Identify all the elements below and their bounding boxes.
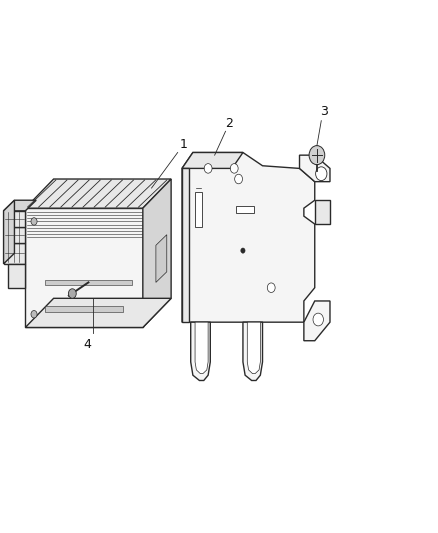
Polygon shape (182, 152, 315, 322)
Text: 3: 3 (321, 105, 328, 118)
Polygon shape (4, 200, 36, 211)
Polygon shape (182, 152, 243, 168)
Circle shape (230, 164, 238, 173)
Polygon shape (304, 301, 330, 341)
Text: 2: 2 (226, 117, 233, 130)
Polygon shape (45, 280, 132, 285)
Polygon shape (191, 322, 210, 381)
Polygon shape (315, 200, 330, 224)
Polygon shape (195, 322, 208, 374)
Circle shape (267, 283, 275, 293)
Polygon shape (143, 179, 171, 327)
Circle shape (68, 289, 76, 298)
Polygon shape (25, 208, 143, 327)
Circle shape (313, 313, 323, 326)
Polygon shape (300, 155, 330, 182)
Text: 4: 4 (84, 338, 92, 351)
Polygon shape (237, 206, 254, 214)
Circle shape (316, 167, 327, 181)
Circle shape (31, 311, 37, 318)
Circle shape (235, 174, 243, 184)
Polygon shape (247, 322, 260, 374)
Polygon shape (25, 179, 171, 208)
Polygon shape (8, 264, 25, 288)
Polygon shape (25, 298, 171, 327)
Circle shape (31, 217, 37, 225)
Circle shape (204, 164, 212, 173)
Polygon shape (182, 168, 188, 322)
Polygon shape (243, 322, 262, 381)
Polygon shape (195, 192, 201, 227)
Circle shape (309, 146, 325, 165)
Polygon shape (45, 306, 123, 312)
Text: 1: 1 (180, 138, 188, 151)
Polygon shape (4, 200, 14, 264)
Circle shape (241, 248, 245, 253)
Polygon shape (156, 235, 167, 282)
Polygon shape (4, 227, 25, 243)
Polygon shape (4, 243, 25, 264)
Polygon shape (4, 211, 25, 227)
